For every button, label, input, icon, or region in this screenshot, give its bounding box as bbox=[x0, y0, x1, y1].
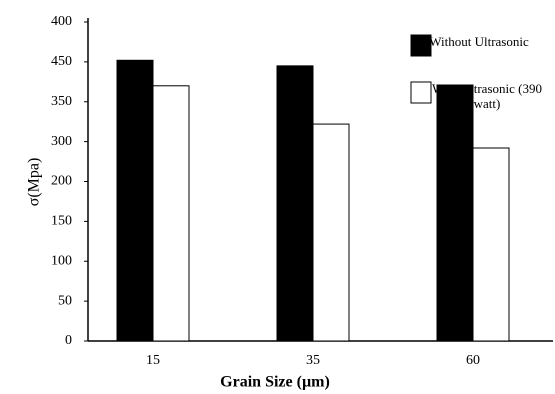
y-tick-label: 100 bbox=[51, 253, 72, 268]
x-tick-label: 15 bbox=[146, 353, 160, 368]
y-tick-label: 300 bbox=[51, 134, 72, 149]
y-tick-label: 50 bbox=[58, 293, 72, 308]
y-tick-label: 0 bbox=[65, 333, 72, 348]
legend-label: With Ultrasonic (390 watt) bbox=[432, 81, 542, 111]
legend-label: Without Ultrasonic bbox=[429, 34, 529, 49]
y-tick-label: 400 bbox=[51, 14, 72, 29]
y-tick-label: 450 bbox=[51, 54, 72, 69]
bar bbox=[276, 65, 314, 342]
x-tick-label: 35 bbox=[306, 353, 320, 368]
bar bbox=[312, 123, 350, 342]
y-tick-label: 200 bbox=[51, 174, 72, 189]
bar bbox=[472, 147, 510, 342]
y-axis-label: σ(Mpa) bbox=[26, 158, 43, 207]
bar bbox=[436, 84, 474, 342]
legend-swatch bbox=[410, 81, 432, 104]
x-tick-label: 60 bbox=[466, 353, 480, 368]
x-axis-label: Grain Size (µm) bbox=[220, 374, 330, 391]
y-tick-label: 150 bbox=[51, 214, 72, 229]
y-tick-label: 350 bbox=[51, 94, 72, 109]
bar bbox=[152, 85, 190, 342]
legend-swatch bbox=[410, 34, 432, 57]
bar bbox=[116, 59, 154, 342]
